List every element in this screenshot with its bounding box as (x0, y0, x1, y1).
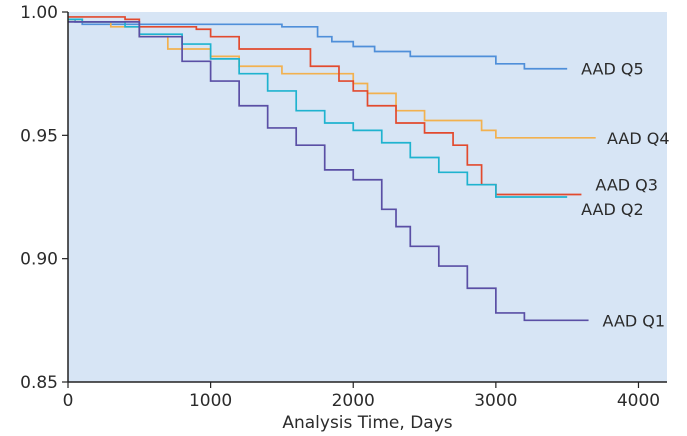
series-line-4 (68, 21, 589, 322)
y-tick-label-0: 0.85 (20, 373, 58, 393)
y-tick-label-2: 0.95 (20, 126, 58, 146)
series-label-1: AAD Q4 (607, 129, 670, 148)
y-tick-label-1: 0.90 (20, 250, 58, 270)
x-tick-label-1: 1000 (189, 391, 232, 411)
x-tick-label-0: 0 (63, 391, 74, 411)
plot-background (68, 12, 667, 382)
series-label-0: AAD Q5 (581, 60, 644, 79)
series-label-4: AAD Q1 (603, 311, 666, 330)
axes-layer: 0.85 0.90 0.95 1.00 0 1000 2000 3000 4000 (20, 3, 667, 411)
labels-layer: AAD Q5 AAD Q4 AAD Q3 AAD Q2 AAD Q1 (581, 60, 669, 331)
series-label-3: AAD Q2 (581, 200, 644, 219)
x-tick-label-3: 3000 (474, 391, 517, 411)
series-line-2 (68, 16, 582, 196)
x-tick-label-2: 2000 (332, 391, 375, 411)
x-tick-label-4: 4000 (617, 391, 660, 411)
y-tick-label-3: 1.00 (20, 3, 58, 23)
series-layer (68, 16, 596, 322)
x-axis-label: Analysis Time, Days (282, 413, 452, 433)
series-label-2: AAD Q3 (595, 176, 658, 195)
series-line-0 (68, 18, 568, 70)
